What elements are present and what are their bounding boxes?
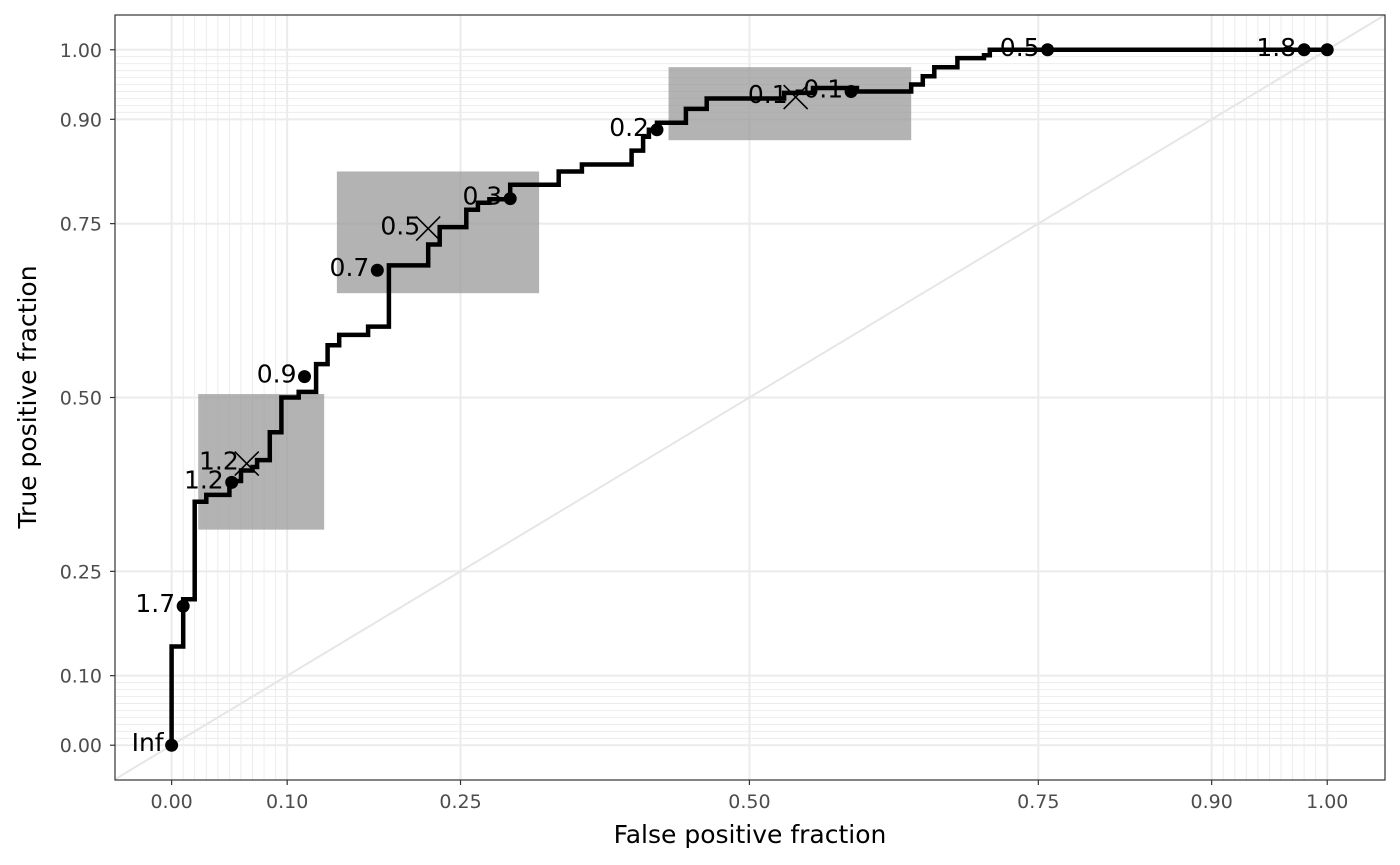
cutoff-point-marker (1320, 43, 1334, 57)
cross-stroke (783, 84, 809, 110)
cutoff-label: 0.7 (330, 253, 370, 282)
x-tick-label: 0.25 (439, 791, 481, 813)
reference-diagonal (114, 14, 1386, 781)
cutoff-point-marker (176, 599, 190, 613)
cutoff-label: Inf (132, 728, 165, 757)
x-axis-title: False positive fraction (614, 820, 887, 849)
roc-curve-line (169, 47, 1328, 746)
cutoff-label: -0.1 (794, 75, 843, 104)
cutoff-label: 1.7 (135, 589, 175, 618)
x-tick-label: 1.00 (1306, 791, 1348, 813)
cutoff-point-marker (165, 738, 179, 752)
cutoff-label: 0.1 (748, 80, 788, 109)
cutoff-point-marker (225, 475, 239, 489)
confidence-boxes (198, 67, 912, 530)
cutoff-point-marker (1297, 43, 1311, 57)
cutoff-cross-marker (783, 84, 809, 110)
y-tick-label: 1.00 (60, 40, 102, 62)
cutoff-label: 1.2 (184, 465, 224, 494)
cutoff-points (165, 43, 1334, 752)
cutoff-point-marker (503, 192, 517, 206)
cutoff-labels: Inf 1.7 1.21.2 0.9 0.7 0.5 0.3 0.2 0.1 -0.1 -0.5 -1… (132, 33, 1297, 757)
y-axis-ticks: 0.00 0.10 0.25 0.50 0.75 0.90 1.00 (60, 40, 115, 757)
y-tick-label: 0.00 (60, 735, 102, 757)
cutoff-cross-marker (415, 215, 441, 242)
cross-stroke (234, 451, 260, 477)
cutoff-label: -0.5 (991, 33, 1040, 62)
y-tick-label: 0.10 (60, 666, 102, 688)
cross-stroke (415, 215, 441, 242)
roc-curve-group (169, 47, 1328, 746)
cutoff-point-marker (650, 123, 664, 137)
cutoff-label: 0.2 (609, 113, 649, 142)
cutoff-point-marker (298, 370, 312, 384)
reference-line (114, 14, 1386, 781)
y-tick-label: 0.90 (60, 109, 102, 131)
cutoff-point-marker (1041, 43, 1055, 57)
cutoff-point-marker (844, 85, 858, 98)
y-axis-title: True positive fraction (13, 265, 42, 529)
cutoff-point-marker (370, 263, 384, 277)
cutoff-cross-marker (234, 451, 260, 477)
cutoff-label: 0.3 (462, 182, 502, 211)
y-tick-label: 0.50 (60, 388, 102, 410)
y-tick-label: 0.75 (60, 214, 102, 236)
x-axis-ticks: 0.00 0.10 0.25 0.50 0.75 0.90 1.00 (150, 780, 1348, 813)
cutoff-label: 0.5 (380, 212, 420, 241)
x-tick-label: 0.00 (150, 791, 192, 813)
x-tick-label: 0.10 (266, 791, 308, 813)
y-tick-label: 0.25 (60, 561, 102, 583)
cutoff-label: -1.8 (1247, 33, 1296, 62)
cutoff-label: 1.2 (199, 447, 239, 476)
cutoff-label: 0.9 (257, 360, 297, 389)
x-tick-label: 0.50 (728, 791, 770, 813)
x-tick-label: 0.75 (1017, 791, 1059, 813)
x-tick-label: 0.90 (1191, 791, 1233, 813)
